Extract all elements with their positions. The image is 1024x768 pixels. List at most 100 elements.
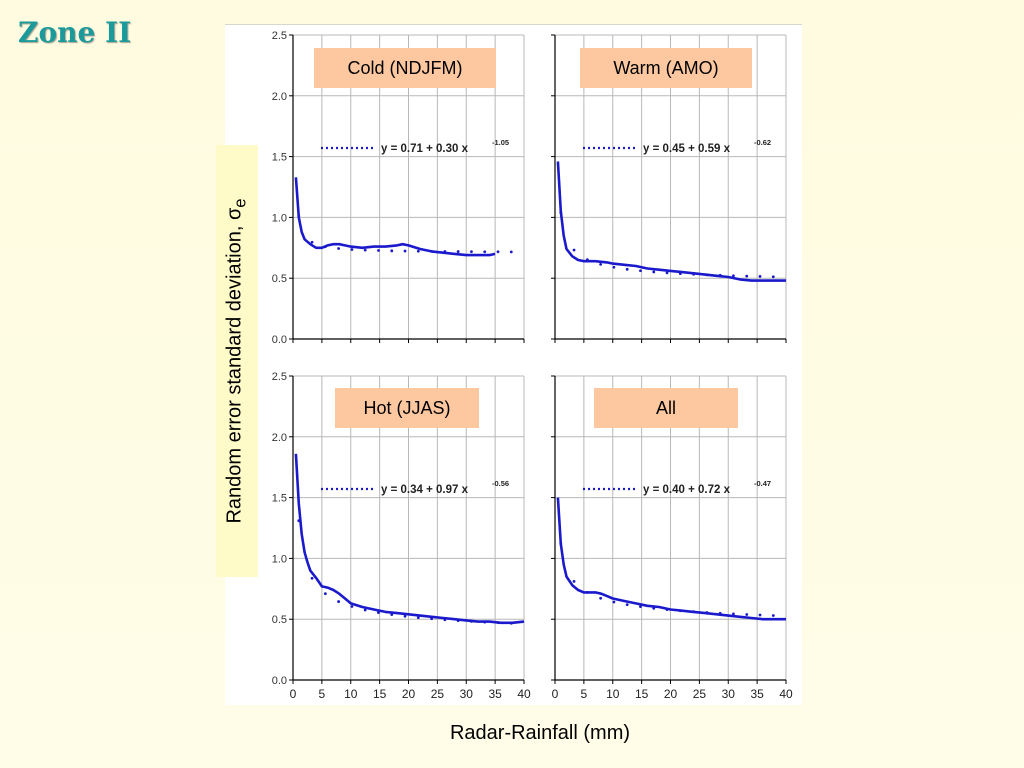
fit-curve-point	[337, 600, 341, 603]
fit-curve-point	[310, 576, 314, 580]
y-axis-label-subscript: e	[230, 198, 250, 208]
fit-curve-point	[390, 613, 394, 616]
fit-exponent: -0.56	[492, 479, 509, 488]
fit-curve-point	[599, 596, 603, 600]
fit-curve-point	[652, 606, 656, 610]
fit-curve-point	[625, 267, 629, 271]
y-tick-label: 2.0	[272, 432, 287, 444]
x-tick-label: 0	[290, 687, 297, 701]
x-tick-label: 15	[373, 687, 387, 701]
fit-curve-point	[403, 614, 407, 618]
y-tick-label: 1.5	[272, 493, 287, 505]
fit-curve-point	[705, 611, 709, 614]
y-tick-label: 2.0	[272, 91, 287, 103]
figure-panel	[225, 25, 802, 705]
y-tick-label: 0.5	[272, 614, 287, 626]
x-tick-label: 40	[517, 687, 531, 701]
fit-curve-point	[559, 542, 563, 546]
fit-curve-point	[509, 621, 513, 625]
fit-curve-point	[718, 273, 722, 277]
series-line-empirical	[294, 177, 496, 257]
fit-curve-point	[470, 619, 473, 623]
panel-label-warm: Warm (AMO)	[580, 48, 752, 88]
fit-curve-point	[705, 273, 709, 277]
fit-curve-point	[732, 612, 735, 616]
fit-curve-point	[416, 249, 420, 253]
fit-curve-point	[416, 616, 420, 620]
panel-label-cold: Cold (NDJFM)	[314, 48, 496, 88]
y-tick-label: 2.5	[272, 30, 287, 42]
fit-curve-point	[377, 611, 380, 614]
fit-curve-point	[363, 608, 367, 612]
fit-curve-point	[572, 580, 576, 583]
fit-equation: y = 0.45 + 0.59 x	[643, 143, 731, 155]
fit-curve-point	[297, 519, 301, 523]
figure-top-rule	[225, 24, 802, 25]
x-tick-label: 10	[606, 687, 620, 701]
x-tick-label: 0	[552, 687, 559, 701]
fit-curve-point	[456, 250, 460, 253]
fit-curve-point	[430, 249, 433, 253]
fit-curve-point	[639, 605, 642, 609]
y-tick-label: 1.0	[272, 553, 287, 565]
panel-label-hot: Hot (JJAS)	[335, 388, 479, 428]
fit-exponent: -0.62	[754, 138, 771, 147]
fit-exponent: -0.47	[754, 479, 771, 488]
fit-equation: y = 0.40 + 0.72 x	[643, 484, 731, 496]
fit-equation: y = 0.34 + 0.97 x	[381, 484, 469, 496]
fit-curve-point	[483, 250, 487, 254]
x-tick-label: 35	[488, 687, 502, 701]
fit-curve-point	[483, 620, 487, 624]
x-tick-label: 15	[635, 687, 649, 701]
series-line-empirical	[556, 497, 786, 621]
y-axis-label-text: Random error standard deviation,	[223, 220, 246, 524]
series-line-empirical	[556, 161, 786, 282]
x-axis-label: Radar-Rainfall (mm)	[449, 722, 631, 744]
x-tick-label: 5	[581, 687, 588, 701]
fit-curve-point	[639, 269, 642, 273]
fit-curve-point	[771, 614, 775, 617]
fit-curve-point	[443, 250, 447, 253]
x-tick-label: 40	[779, 687, 793, 701]
fit-curve-point	[363, 248, 367, 252]
fit-curve-point	[745, 274, 749, 278]
x-tick-label: 5	[319, 687, 326, 701]
fit-curve-point	[559, 211, 563, 214]
fit-curve-point	[585, 591, 589, 594]
fit-curve-point	[297, 214, 301, 218]
series-line-empirical	[294, 453, 525, 625]
x-tick-label: 30	[722, 687, 736, 701]
fit-curve-point	[390, 249, 394, 253]
fit-curve-point	[732, 274, 735, 278]
fit-curve-point	[585, 258, 589, 262]
y-tick-label: 1.5	[272, 152, 287, 164]
fit-curve-point	[350, 605, 354, 608]
fit-curve-point	[665, 271, 669, 275]
fit-curve-point	[377, 249, 380, 252]
x-tick-label: 10	[344, 687, 358, 701]
fit-curve-point	[496, 250, 500, 254]
y-axis-label: Random error standard deviation, σe	[224, 198, 251, 523]
fit-curve-point	[678, 272, 682, 276]
x-tick-label: 20	[402, 687, 416, 701]
x-tick-label: 25	[693, 687, 707, 701]
fit-curve-point	[718, 611, 722, 615]
fit-equation: y = 0.71 + 0.30 x	[381, 143, 469, 155]
y-tick-label: 2.5	[272, 371, 287, 383]
fit-curve-point	[652, 270, 656, 274]
fit-curve-point	[323, 245, 327, 249]
fit-curve-point	[456, 619, 460, 623]
x-tick-label: 25	[431, 687, 445, 701]
y-tick-label: 0.0	[272, 675, 287, 687]
fit-curve-point	[745, 613, 749, 616]
fit-curve-point	[599, 262, 603, 266]
fit-curve-point	[323, 592, 327, 596]
fit-curve-point	[678, 609, 682, 613]
fit-curve-point	[403, 249, 407, 253]
fit-curve-point	[665, 608, 669, 612]
fit-curve-point	[771, 275, 775, 279]
fit-curve-point	[443, 618, 447, 622]
fit-curve-point	[310, 240, 314, 244]
fit-curve-point	[625, 603, 629, 607]
fit-curve-point	[758, 613, 762, 617]
